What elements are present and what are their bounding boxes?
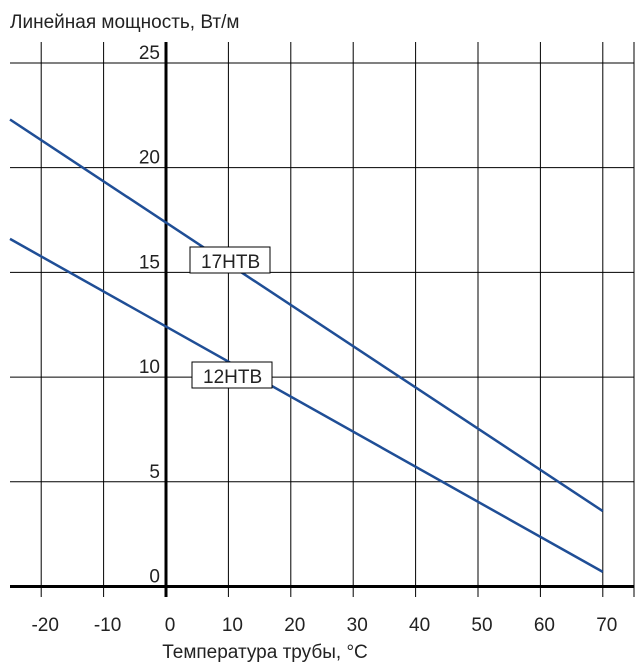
y-axis-label: Линейная мощность, Вт/м xyxy=(10,12,239,33)
y-tick-label-5: 5 xyxy=(149,462,160,483)
x-tick-label--10: -10 xyxy=(94,615,121,636)
x-tick-label-50: 50 xyxy=(471,615,492,636)
x-tick-label-20: 20 xyxy=(284,615,305,636)
y-tick-label-25: 25 xyxy=(139,43,160,64)
x-tick-label-40: 40 xyxy=(409,615,430,636)
x-axis-label: Температура трубы, °C xyxy=(162,642,368,663)
annotation-box-12HTB xyxy=(191,361,273,389)
axes xyxy=(10,42,634,597)
x-tick-labels: -20 -10 0 10 20 30 40 50 60 70 xyxy=(31,615,617,636)
x-tick-label-0: 0 xyxy=(165,615,176,636)
annotation-label-17HTB: 17HTB xyxy=(201,252,260,273)
y-tick-label-10: 10 xyxy=(139,357,160,378)
annotation-label-12HTB: 12HTB xyxy=(203,367,262,388)
x-tick-label-70: 70 xyxy=(596,615,617,636)
annotation-box-17HTB xyxy=(189,246,271,274)
y-tick-label-15: 15 xyxy=(139,252,160,273)
grid xyxy=(10,42,635,597)
y-tick-label-20: 20 xyxy=(139,148,160,169)
series-line-12HTB xyxy=(9,237,604,573)
y-tick-label-0: 0 xyxy=(149,567,160,588)
series-lines xyxy=(9,118,604,573)
x-tick-label-30: 30 xyxy=(347,615,368,636)
x-tick-label--20: -20 xyxy=(31,615,58,636)
series-annotations: 17HTB 12HTB xyxy=(189,246,273,389)
y-tick-labels: 0 5 10 15 20 25 xyxy=(139,43,160,588)
x-tick-label-60: 60 xyxy=(534,615,555,636)
series-line-17HTB xyxy=(9,118,604,513)
x-tick-label-10: 10 xyxy=(222,615,243,636)
